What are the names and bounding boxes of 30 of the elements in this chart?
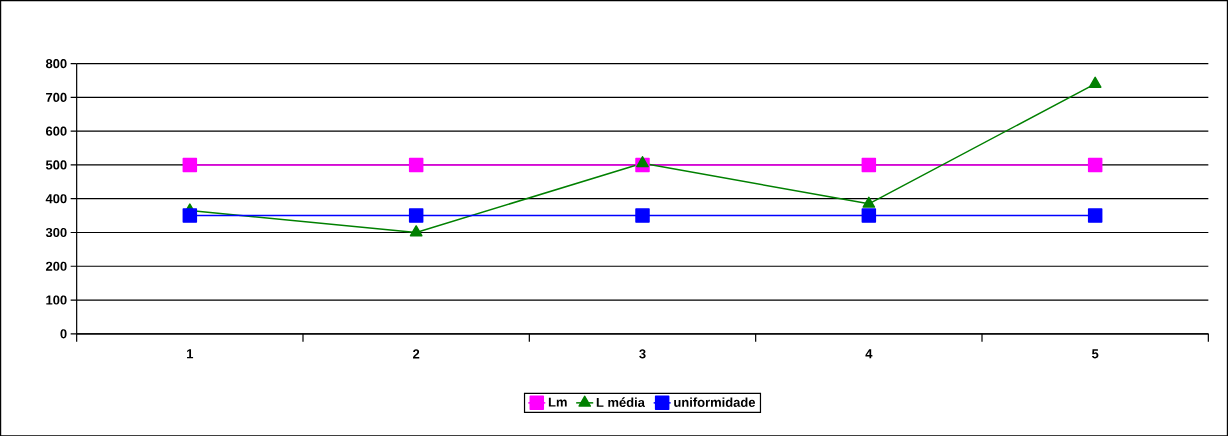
y-tick-label: 300 xyxy=(45,227,67,237)
point xyxy=(1087,157,1103,172)
point xyxy=(409,225,423,237)
x-tick-label: 3 xyxy=(639,349,646,359)
x-tick-label: 5 xyxy=(1091,349,1099,359)
point xyxy=(1088,76,1102,88)
legend-label: Lm xyxy=(548,397,567,407)
y-tick-label: 700 xyxy=(46,92,67,102)
point xyxy=(635,208,650,223)
y-tick-label: 200 xyxy=(45,261,67,271)
x-tick-label: 1 xyxy=(187,349,194,359)
x-tick-label: 4 xyxy=(865,349,873,359)
point xyxy=(636,155,649,168)
point xyxy=(862,196,876,208)
y-tick-label: 400 xyxy=(45,193,67,204)
y-tick-label: 500 xyxy=(45,160,67,170)
point xyxy=(182,157,198,172)
y-tick-label: 600 xyxy=(45,126,67,136)
point xyxy=(408,157,424,172)
point xyxy=(861,157,877,172)
x-tick-label: 2 xyxy=(413,349,420,359)
point xyxy=(408,208,424,223)
point xyxy=(1087,208,1103,223)
point xyxy=(182,208,198,223)
point xyxy=(861,208,877,223)
y-tick-label: 0 xyxy=(60,328,67,339)
y-tick-label: 800 xyxy=(45,58,67,68)
y-tick-label: 100 xyxy=(46,295,67,305)
legend-label: uniformidade xyxy=(674,397,756,407)
legend-label: L média xyxy=(596,397,645,407)
